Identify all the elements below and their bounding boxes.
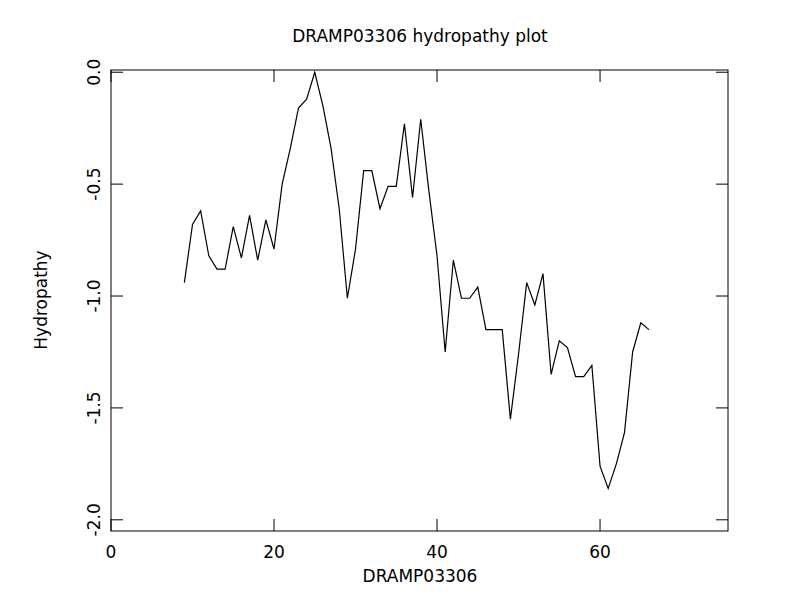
y-tick-label: -2.0: [84, 503, 104, 536]
y-tick: [716, 407, 728, 408]
x-axis-label: DRAMP03306: [363, 566, 478, 586]
x-tick-label: 40: [426, 542, 448, 562]
title: DRAMP03306 hydropathy plot: [292, 26, 548, 46]
y-tick-label: -1.0: [84, 279, 104, 312]
y-tick: [111, 519, 123, 520]
x-tick: [600, 519, 601, 531]
x-tick-label: 60: [589, 542, 611, 562]
y-tick: [716, 72, 728, 73]
y-tick: [111, 407, 123, 408]
y-tick-label: -0.5: [84, 168, 104, 201]
x-tick: [111, 519, 112, 531]
x-tick: [437, 519, 438, 531]
y-tick: [716, 184, 728, 185]
y-axis-label: Hydropathy: [31, 250, 51, 349]
x-tick: [437, 70, 438, 82]
y-tick: [716, 519, 728, 520]
chart: DRAMP03306 hydropathy plot 0 20 40 60 -2.0 -1.…: [0, 0, 800, 600]
x-tick-label: 0: [106, 542, 117, 562]
plot-area: [184, 72, 649, 488]
plot-frame: [111, 70, 728, 531]
y-tick-label: 0.0: [84, 59, 104, 86]
hydropathy-line: [184, 72, 649, 488]
y-tick-label: -1.5: [84, 391, 104, 424]
y-tick: [111, 184, 123, 185]
x-tick-label: 20: [263, 542, 285, 562]
x-tick: [600, 70, 601, 82]
x-tick: [274, 519, 275, 531]
y-tick: [111, 296, 123, 297]
y-tick: [716, 296, 728, 297]
y-tick: [111, 72, 123, 73]
x-tick: [274, 70, 275, 82]
